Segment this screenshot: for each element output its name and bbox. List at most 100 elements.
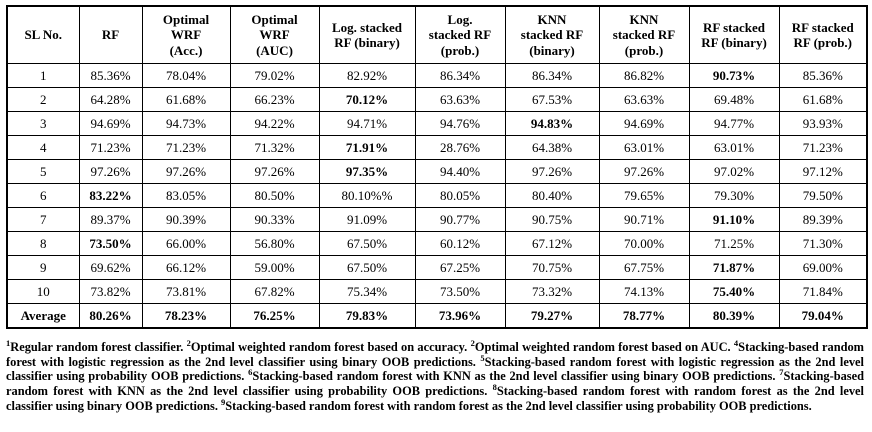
footnote-text: Stacking-based random forest with logist… [6,354,864,384]
value-cell: 63.63% [598,87,690,112]
value-cell: 90.71% [598,207,690,232]
row-label: 6 [6,183,80,208]
footnote-text: Stacking-based random forest with KNN as… [6,369,864,399]
value-cell: 97.26% [78,159,143,184]
row-label: 8 [6,231,80,256]
value-cell: 91.10% [688,207,780,232]
value-cell: 73.32% [504,279,600,304]
row-label: 1 [6,63,80,88]
value-cell: 97.02% [688,159,780,184]
value-cell: 73.96% [414,303,506,329]
column-header-3: Optimal WRF (AUC) [229,5,320,64]
table-footnotes: 1Regular random forest classifier. 2Opti… [6,337,864,414]
row-label: 7 [6,207,80,232]
footnote-number: 7 [779,367,784,378]
value-cell: 61.68% [141,87,231,112]
footnote-number: 9 [221,396,226,407]
table-row: 1 85.36% 78.04% 79.02% 82.92% 86.34% 86.34% 86.… [6,63,868,88]
column-header-6: KNN stacked RF (binary) [504,5,600,64]
value-cell: 97.26% [598,159,690,184]
value-cell: 89.39% [778,207,868,232]
value-cell: 94.71% [318,111,416,136]
value-cell: 80.05% [414,183,506,208]
value-cell: 28.76% [414,135,506,160]
value-cell: 60.12% [414,231,506,256]
table-row: 9 69.62% 66.12% 59.00% 67.50% 67.25% 70.75% 67.… [6,255,868,280]
value-cell: 90.73% [688,63,780,88]
footnote-number: 2 [186,337,191,348]
footnote-number: 1 [6,337,11,348]
value-cell: 63.01% [688,135,780,160]
footnote-number: 6 [248,367,253,378]
column-header-4: Log. stacked RF (binary) [318,5,416,64]
row-label: 3 [6,111,80,136]
value-cell: 94.69% [598,111,690,136]
footnote-number: 2 [470,337,475,348]
value-cell: 97.26% [504,159,600,184]
value-cell: 71.84% [778,279,868,304]
footnote-number: 5 [480,352,485,363]
value-cell: 94.83% [504,111,600,136]
value-cell: 94.40% [414,159,506,184]
value-cell: 97.26% [141,159,231,184]
value-cell: 71.30% [778,231,868,256]
column-header-1: RF [78,5,143,64]
value-cell: 66.00% [141,231,231,256]
column-header-9: RF stacked RF (prob.) [778,5,868,64]
value-cell: 75.40% [688,279,780,304]
value-cell: 63.63% [414,87,506,112]
table-row: 3 94.69% 94.73% 94.22% 94.71% 94.76% 94.83% 94.… [6,111,868,136]
value-cell: 79.65% [598,183,690,208]
value-cell: 64.38% [504,135,600,160]
value-cell: 67.75% [598,255,690,280]
row-label: Average [6,303,80,329]
value-cell: 94.22% [229,111,320,136]
value-cell: 80.26% [78,303,143,329]
footnote-text: Optimal weighted random forest based on … [474,340,734,354]
value-cell: 61.68% [778,87,868,112]
value-cell: 79.04% [778,303,868,329]
value-cell: 67.50% [318,231,416,256]
value-cell: 67.12% [504,231,600,256]
footnote-number: 8 [492,381,497,392]
footnote-text: Stacking-based random forest with random… [225,398,812,413]
footnote-text: Regular random forest classifier. [10,340,187,354]
row-label: 5 [6,159,80,184]
value-cell: 59.00% [229,255,320,280]
value-cell: 90.39% [141,207,231,232]
value-cell: 67.50% [318,255,416,280]
value-cell: 94.73% [141,111,231,136]
value-cell: 74.13% [598,279,690,304]
value-cell: 97.12% [778,159,868,184]
value-cell: 64.28% [78,87,143,112]
value-cell: 67.82% [229,279,320,304]
footnote-text: Stacking-based random forest with logist… [6,340,864,369]
value-cell: 69.48% [688,87,780,112]
column-header-2: Optimal WRF (Acc.) [141,5,231,64]
footnote-text: Stacking-based random forest with random… [6,384,864,413]
value-cell: 83.22% [78,183,143,208]
classifier-results-table: SL No. RF Optimal WRF (Acc.) Optimal WRF (A… [6,5,868,329]
value-cell: 73.50% [414,279,506,304]
value-cell: 90.75% [504,207,600,232]
value-cell: 69.62% [78,255,143,280]
value-cell: 79.02% [229,63,320,88]
value-cell: 71.32% [229,135,320,160]
table-row: 7 89.37% 90.39% 90.33% 91.09% 90.77% 90.75% 90.… [6,207,868,232]
value-cell: 73.82% [78,279,143,304]
table-row: 5 97.26% 97.26% 97.26% 97.35% 94.40% 97.26% 97.… [6,159,868,184]
value-cell: 73.81% [141,279,231,304]
value-cell: 82.92% [318,63,416,88]
column-header-7: KNN stacked RF (prob.) [598,5,690,64]
column-header-5: Log. stacked RF (prob.) [414,5,506,64]
value-cell: 70.12% [318,87,416,112]
table-row: 8 73.50% 66.00% 56.80% 67.50% 60.12% 67.12% 70.… [6,231,868,256]
average-row: Average 80.26% 78.23% 76.25% 79.83% 73.96% 79.… [6,303,868,329]
value-cell: 75.34% [318,279,416,304]
value-cell: 78.23% [141,303,231,329]
value-cell: 66.12% [141,255,231,280]
value-cell: 69.00% [778,255,868,280]
value-cell: 73.50% [78,231,143,256]
value-cell: 80.10%% [318,183,416,208]
